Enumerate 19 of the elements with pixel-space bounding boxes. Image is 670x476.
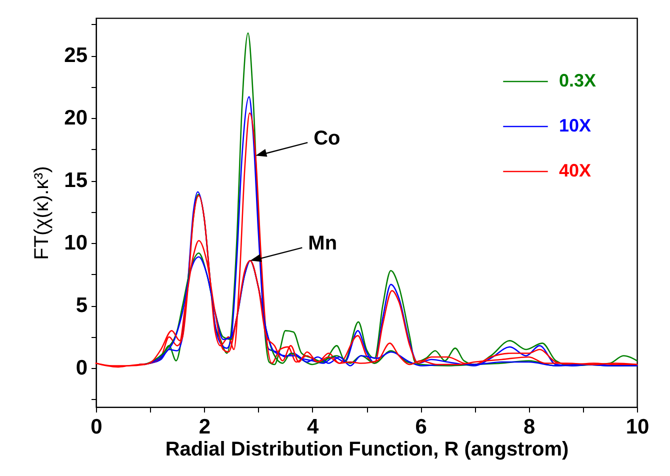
- x-tick-label: 10: [626, 416, 650, 438]
- x-tick-label: 6: [415, 416, 427, 438]
- annotation: Mn: [308, 232, 338, 255]
- x-tick-label: 4: [307, 416, 320, 438]
- y-tick-label: 15: [64, 169, 88, 192]
- legend-label: 40X: [559, 160, 592, 180]
- legend-label: 0.3X: [559, 70, 596, 90]
- y-tick-label: 0: [76, 356, 88, 380]
- y-tick-label: 25: [64, 44, 88, 68]
- annotation: Co: [314, 128, 340, 150]
- x-axis-title: Radial Distribution Function, R (angstrom): [165, 438, 569, 460]
- legend-label: 10X: [559, 116, 592, 136]
- x-tick-label: 0: [90, 416, 102, 438]
- x-tick-label: 2: [198, 416, 211, 438]
- y-axis-title: FT(χ(κ).κ³): [31, 166, 54, 260]
- y-tick-label: 20: [64, 106, 88, 130]
- y-tick-label: 5: [76, 294, 88, 318]
- x-tick-label: 8: [523, 416, 536, 438]
- y-tick-label: 10: [64, 232, 88, 255]
